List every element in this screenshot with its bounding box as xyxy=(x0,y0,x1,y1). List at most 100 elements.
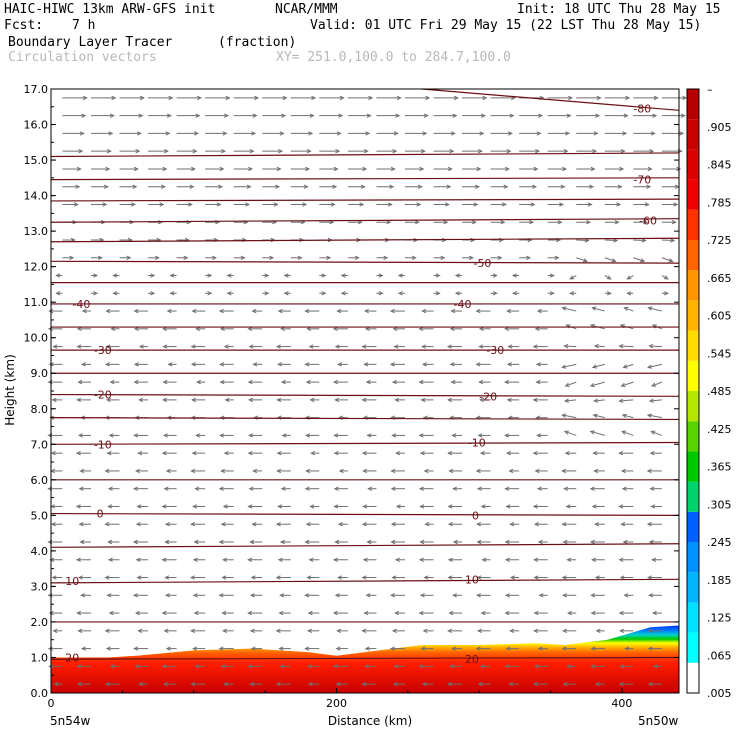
wind-vector-head xyxy=(679,131,685,136)
wind-vector-head xyxy=(133,308,139,314)
wind-vector-head xyxy=(223,450,229,456)
contour-label: -20 xyxy=(94,389,112,402)
wind-vector-head xyxy=(162,344,168,349)
wind-vector-head xyxy=(619,664,625,669)
wind-vector-head xyxy=(420,148,426,154)
colorbar-swatch xyxy=(687,511,699,542)
wind-vector-head xyxy=(251,131,257,136)
wind-vector-head xyxy=(246,184,252,189)
wind-vector-head xyxy=(450,308,456,314)
wind-vector-head xyxy=(646,364,653,369)
wind-vector-head xyxy=(500,220,506,225)
wind-vector-head xyxy=(444,202,450,207)
wind-vector-head xyxy=(533,522,539,527)
wind-vector-head xyxy=(109,113,115,118)
contour-label: -40 xyxy=(453,298,471,311)
wind-vector-head xyxy=(451,646,457,651)
wind-vector-head xyxy=(364,664,370,669)
wind-vector-head xyxy=(193,539,199,545)
wind-vector-head xyxy=(249,681,255,687)
wind-vector-head xyxy=(276,450,282,456)
colorbar-label: .065 xyxy=(707,649,732,662)
wind-vector-head xyxy=(649,486,655,491)
wind-vector-head xyxy=(363,362,369,367)
wind-vector-head xyxy=(133,646,139,651)
wind-vector-head xyxy=(504,486,510,491)
wind-vector-head xyxy=(105,344,111,349)
wind-vector-head xyxy=(447,522,453,527)
wind-vector-head xyxy=(477,148,483,154)
wind-vector-head xyxy=(110,326,116,332)
wind-vector-head xyxy=(306,148,312,154)
colorbar-label: .245 xyxy=(707,536,732,549)
wind-vector-head xyxy=(561,364,567,369)
wind-vector-head xyxy=(475,593,481,598)
wind-vector-head xyxy=(536,433,542,438)
wind-vector-head xyxy=(107,486,113,491)
forecast-hour: 7 h xyxy=(72,18,96,33)
contour-label: 20 xyxy=(65,651,79,664)
wind-vector-head xyxy=(75,450,81,456)
wind-vector-head xyxy=(194,486,200,491)
colorbar-label: .845 xyxy=(707,159,732,172)
wind-vector-head xyxy=(390,486,396,491)
contour-label: 10 xyxy=(465,573,479,586)
wind-vector-head xyxy=(138,113,144,118)
wind-vector-head xyxy=(81,308,87,314)
wind-vector-head xyxy=(189,184,195,189)
wind-vector-head xyxy=(621,486,627,491)
wind-vector-head xyxy=(362,468,368,474)
temperature-contour xyxy=(50,237,680,243)
wind-vector-head xyxy=(309,113,315,118)
wind-vector-head xyxy=(93,273,99,278)
wind-vector-head xyxy=(197,95,202,101)
wind-vector-head xyxy=(302,202,308,207)
x-left-endpoint-label: 5n54w xyxy=(50,714,91,728)
wind-vector-head xyxy=(50,522,56,527)
wind-vector-head xyxy=(126,255,132,260)
wind-vector-head xyxy=(670,238,676,243)
wind-vector xyxy=(619,345,634,348)
wind-vector-head xyxy=(218,539,224,545)
wind-vector-head xyxy=(394,557,400,562)
wind-vector-head xyxy=(77,379,83,385)
wind-vector-head xyxy=(304,646,310,651)
wind-vector-head xyxy=(75,557,81,562)
wind-vector-head xyxy=(275,575,281,580)
wind-vector-head xyxy=(492,273,498,278)
wind-vector-head xyxy=(334,344,340,349)
y-tick-label: 12.0 xyxy=(24,261,49,274)
wind-vector-head xyxy=(365,379,371,385)
wind-vector-head xyxy=(309,504,315,509)
wind-vector-head xyxy=(359,202,365,207)
wind-vector-head xyxy=(646,413,652,418)
wind-vector-head xyxy=(397,273,403,278)
wind-vector-head xyxy=(390,468,396,474)
wind-vector-head xyxy=(279,664,285,669)
wind-vector-head xyxy=(104,575,110,580)
wind-vector-head xyxy=(649,148,655,154)
colorbar: – .905 .845 .785 .725 .665 .605 .545 .485 .425 .36… xyxy=(686,83,732,700)
wind-vector-head xyxy=(278,610,284,616)
wind-vector-head xyxy=(275,628,281,634)
wind-vector-head xyxy=(306,664,312,669)
wind-vector-head xyxy=(650,504,656,509)
colorbar-label: .725 xyxy=(707,234,732,247)
axes: 0.0 1.0 2.0 3.0 4.0 5.0 6.0 7.0 8.0 9.0 10.0 11.0 12… xyxy=(24,83,679,710)
wind-vector-head xyxy=(137,450,143,456)
wind-vector-head xyxy=(368,95,374,101)
y-tick-label: 11.0 xyxy=(24,296,49,309)
y-tick-label: 17.0 xyxy=(24,83,49,96)
wind-vector-head xyxy=(651,557,657,562)
wind-vector-head xyxy=(503,184,509,189)
wind-vector-head xyxy=(650,131,656,136)
boundary-layer-tracer-fill xyxy=(51,625,679,693)
wind-vector xyxy=(564,430,577,436)
x-axis-title: Distance (km) xyxy=(328,714,412,728)
wind-vector-head xyxy=(165,468,171,474)
wind-vector-head xyxy=(365,131,371,136)
wind-vector-head xyxy=(50,450,56,456)
wind-vector-head xyxy=(449,148,455,154)
wind-vector-head xyxy=(219,166,225,172)
